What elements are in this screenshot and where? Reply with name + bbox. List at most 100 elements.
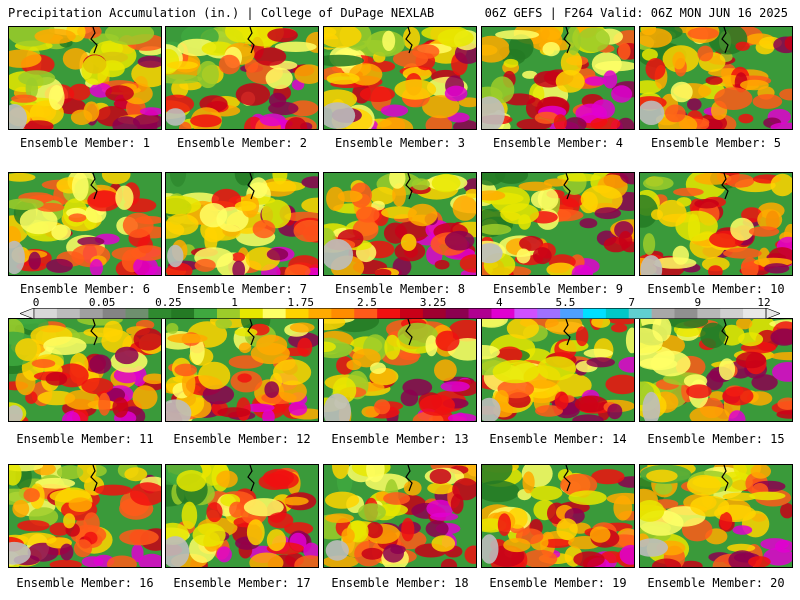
precip-field bbox=[482, 27, 634, 129]
member-label: Ensemble Member: 8 bbox=[334, 282, 466, 296]
member-label: Ensemble Member: 20 bbox=[647, 576, 785, 590]
colorbar-swatch bbox=[697, 308, 721, 319]
member-label: Ensemble Member: 2 bbox=[176, 136, 308, 150]
colorbar-swatch bbox=[102, 308, 126, 319]
colorbar-swatch bbox=[651, 308, 675, 319]
ensemble-member-map[interactable] bbox=[165, 318, 319, 422]
ensemble-member-map[interactable] bbox=[481, 172, 635, 276]
ensemble-member-map[interactable] bbox=[8, 318, 162, 422]
ensemble-member-map[interactable] bbox=[323, 172, 477, 276]
coastline bbox=[563, 319, 571, 346]
colorbar-swatch bbox=[605, 308, 630, 319]
precip-field bbox=[482, 465, 634, 567]
ensemble-member-map[interactable] bbox=[8, 172, 162, 276]
member-label: Ensemble Member: 14 bbox=[489, 432, 627, 446]
member-label: Ensemble Member: 12 bbox=[173, 432, 311, 446]
ensemble-member-map[interactable] bbox=[323, 464, 477, 568]
coastline bbox=[247, 319, 255, 346]
colorbar-swatch bbox=[628, 308, 652, 319]
member-label: Ensemble Member: 11 bbox=[16, 432, 154, 446]
precip-field bbox=[9, 319, 161, 421]
colorbar-tick-label: 4 bbox=[495, 296, 503, 309]
member-label: Ensemble Member: 15 bbox=[647, 432, 785, 446]
precip-field bbox=[640, 173, 792, 275]
precip-field bbox=[9, 27, 161, 129]
colorbar-swatch bbox=[331, 308, 355, 319]
coastline bbox=[90, 465, 98, 492]
coastline bbox=[721, 27, 729, 54]
page-title: Precipitation Accumulation (in.) | Colle… bbox=[8, 6, 435, 20]
colorbar-tick-label: 5.5 bbox=[555, 296, 576, 309]
coastline bbox=[247, 465, 255, 492]
precip-field bbox=[166, 173, 318, 275]
coastline bbox=[405, 173, 413, 200]
precip-field bbox=[324, 173, 476, 275]
ensemble-member-map[interactable] bbox=[165, 172, 319, 276]
ensemble-member-map[interactable] bbox=[481, 318, 635, 422]
colorbar-tick-label: 1.75 bbox=[287, 296, 314, 309]
colorbar-swatch bbox=[560, 308, 584, 319]
precip-field bbox=[166, 465, 318, 567]
colorbar-ticks: 0 0.05 0.25 1 1.75 2.5 3.25 4 5.5 7 9 12 bbox=[20, 297, 780, 308]
colorbar-swatch bbox=[720, 308, 744, 319]
ensemble-member-map[interactable] bbox=[8, 26, 162, 130]
colorbar-swatch bbox=[445, 308, 469, 319]
colorbar-swatch bbox=[148, 308, 172, 319]
precip-field bbox=[9, 173, 161, 275]
colorbar-swatch bbox=[239, 308, 264, 319]
ensemble-member-map[interactable] bbox=[639, 172, 793, 276]
precip-field bbox=[482, 319, 634, 421]
ensemble-member-map[interactable] bbox=[639, 318, 793, 422]
coastline bbox=[405, 319, 413, 346]
ensemble-member-map[interactable] bbox=[165, 26, 319, 130]
colorbar-arrow-left bbox=[20, 308, 35, 319]
member-label: Ensemble Member: 7 bbox=[176, 282, 308, 296]
coastline bbox=[405, 465, 413, 492]
colorbar-swatch bbox=[308, 308, 332, 319]
colorbar-tick-label: 0.25 bbox=[155, 296, 182, 309]
member-label: Ensemble Member: 16 bbox=[16, 576, 154, 590]
coastline bbox=[247, 27, 255, 54]
coastline bbox=[563, 465, 571, 492]
ensemble-member-map[interactable] bbox=[639, 26, 793, 130]
member-label: Ensemble Member: 4 bbox=[492, 136, 624, 150]
colorbar-tick-label: 2.5 bbox=[356, 296, 377, 309]
colorbar-swatch bbox=[377, 308, 401, 319]
ensemble-member-map[interactable] bbox=[323, 26, 477, 130]
member-label: Ensemble Member: 17 bbox=[173, 576, 311, 590]
colorbar-strip bbox=[20, 308, 780, 319]
colorbar-tick-label: 9 bbox=[694, 296, 702, 309]
precip-field bbox=[482, 173, 634, 275]
colorbar-swatch bbox=[514, 308, 538, 319]
colorbar-tick-label: 7 bbox=[628, 296, 635, 309]
colorbar-swatch bbox=[79, 308, 103, 319]
precip-field bbox=[640, 319, 792, 421]
colorbar-swatch bbox=[34, 308, 58, 319]
precip-field bbox=[640, 465, 792, 567]
colorbar-tick-label: 3.25 bbox=[419, 296, 447, 309]
run-info: 06Z GEFS | F264 Valid: 06Z MON JUN 16 20… bbox=[484, 6, 788, 20]
coastline bbox=[721, 173, 729, 200]
ensemble-member-map[interactable] bbox=[165, 464, 319, 568]
colorbar-swatch bbox=[217, 308, 241, 319]
colorbar-swatch bbox=[674, 308, 698, 319]
member-label: Ensemble Member: 13 bbox=[331, 432, 469, 446]
precip-field bbox=[166, 319, 318, 421]
coastline bbox=[90, 173, 98, 200]
ensemble-member-map[interactable] bbox=[481, 464, 635, 568]
member-label: Ensemble Member: 1 bbox=[19, 136, 151, 150]
colorbar-swatch bbox=[743, 308, 767, 319]
colorbar-tick-label: 0 bbox=[32, 296, 40, 309]
colorbar-tick-label: 0.05 bbox=[88, 296, 116, 309]
colorbar: 0 0.05 0.25 1 1.75 2.5 3.25 4 5.5 7 9 12 bbox=[20, 297, 780, 319]
ensemble-member-map[interactable] bbox=[8, 464, 162, 568]
coastline bbox=[721, 465, 729, 492]
ensemble-member-map[interactable] bbox=[323, 318, 477, 422]
colorbar-swatch bbox=[491, 308, 515, 319]
colorbar-swatch bbox=[56, 308, 81, 319]
ensemble-member-map[interactable] bbox=[639, 464, 793, 568]
ensemble-member-map[interactable] bbox=[481, 26, 635, 130]
colorbar-tick-label: 12 bbox=[757, 296, 771, 309]
precip-field bbox=[640, 27, 792, 129]
coastline bbox=[563, 173, 571, 200]
